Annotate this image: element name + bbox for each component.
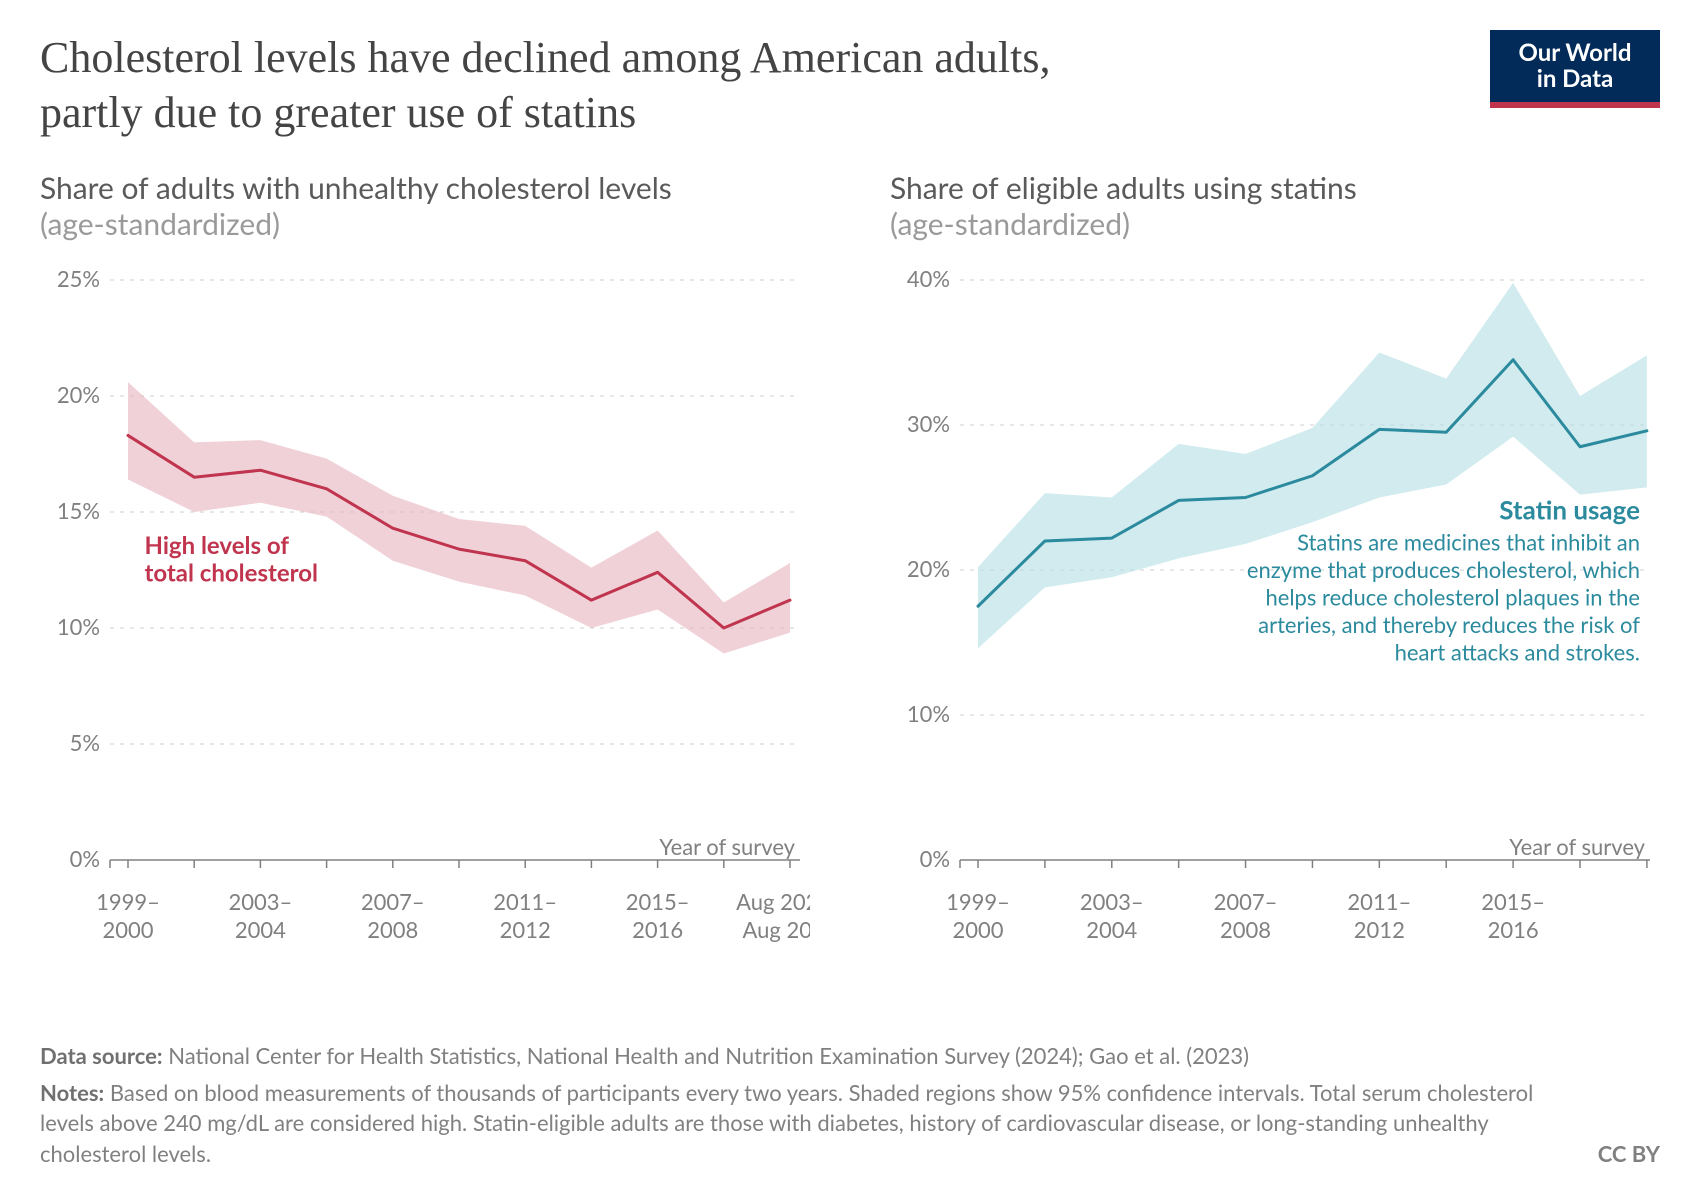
svg-text:helps reduce cholesterol plaqu: helps reduce cholesterol plaques in the bbox=[1265, 583, 1640, 610]
svg-text:2011–: 2011– bbox=[1347, 888, 1411, 915]
svg-text:2016: 2016 bbox=[632, 916, 683, 943]
svg-text:1999–: 1999– bbox=[946, 888, 1010, 915]
charts-row: Share of adults with unhealthy cholester… bbox=[40, 170, 1660, 984]
title-line1: Cholesterol levels have declined among A… bbox=[40, 33, 1050, 82]
svg-text:2004: 2004 bbox=[1086, 916, 1137, 943]
chart-right-subtitle: (age-standardized) bbox=[890, 206, 1660, 242]
chart-right-svg: 0% 10% 20% 30% 40% 1999–2000 2003–2004 2007–200… bbox=[890, 260, 1660, 980]
svg-text:enzyme that produces cholester: enzyme that produces cholesterol, which bbox=[1247, 556, 1640, 583]
svg-text:15%: 15% bbox=[57, 497, 100, 524]
svg-text:2007–: 2007– bbox=[1214, 888, 1278, 915]
svg-text:Year of survey: Year of survey bbox=[659, 833, 795, 860]
svg-text:2015–: 2015– bbox=[626, 888, 690, 915]
svg-text:2003–: 2003– bbox=[1080, 888, 1144, 915]
svg-text:20%: 20% bbox=[57, 381, 100, 408]
chart-right-block: Share of eligible adults using statins (… bbox=[890, 170, 1660, 984]
svg-text:10%: 10% bbox=[57, 613, 100, 640]
svg-text:25%: 25% bbox=[57, 265, 100, 292]
svg-text:40%: 40% bbox=[907, 265, 950, 292]
owid-logo: Our World in Data bbox=[1490, 30, 1660, 108]
svg-text:30%: 30% bbox=[907, 410, 950, 437]
svg-text:10%: 10% bbox=[907, 700, 950, 727]
svg-text:Aug 2021–: Aug 2021– bbox=[736, 888, 810, 915]
svg-text:1999–: 1999– bbox=[96, 888, 160, 915]
svg-text:2000: 2000 bbox=[952, 916, 1003, 943]
svg-text:2003–: 2003– bbox=[228, 888, 292, 915]
svg-text:High levels of: High levels of bbox=[145, 531, 290, 560]
logo-line2: in Data bbox=[1537, 64, 1614, 93]
svg-text:Statin usage: Statin usage bbox=[1499, 493, 1640, 525]
logo-line1: Our World bbox=[1519, 38, 1632, 67]
chart-left-svg: 0%5%10%15%20%25%1999–20002003–20042007–2… bbox=[40, 260, 810, 980]
svg-text:heart attacks and strokes.: heart attacks and strokes. bbox=[1395, 638, 1640, 665]
svg-text:5%: 5% bbox=[70, 729, 100, 756]
title-line2: partly due to greater use of statins bbox=[40, 88, 636, 137]
svg-text:Year of survey: Year of survey bbox=[1509, 833, 1645, 860]
svg-text:2012: 2012 bbox=[500, 916, 551, 943]
footer-notes: Based on blood measurements of thousands… bbox=[40, 1079, 1533, 1168]
svg-text:Aug 2023: Aug 2023 bbox=[743, 916, 811, 943]
footer: Data source: National Center for Health … bbox=[40, 1041, 1660, 1170]
svg-text:total cholesterol: total cholesterol bbox=[145, 558, 319, 587]
svg-text:2004: 2004 bbox=[235, 916, 286, 943]
svg-text:2016: 2016 bbox=[1488, 916, 1539, 943]
svg-text:2012: 2012 bbox=[1354, 916, 1405, 943]
footer-source: National Center for Health Statistics, N… bbox=[168, 1042, 1249, 1069]
svg-text:2008: 2008 bbox=[367, 916, 418, 943]
svg-text:2008: 2008 bbox=[1220, 916, 1271, 943]
chart-left-subtitle: (age-standardized) bbox=[40, 206, 810, 242]
svg-text:2007–: 2007– bbox=[361, 888, 425, 915]
svg-text:2011–: 2011– bbox=[493, 888, 557, 915]
svg-text:Statins are medicines that inh: Statins are medicines that inhibit an bbox=[1297, 528, 1640, 555]
svg-text:2000: 2000 bbox=[102, 916, 153, 943]
page-title: Cholesterol levels have declined among A… bbox=[40, 30, 1240, 140]
svg-text:2015–: 2015– bbox=[1481, 888, 1545, 915]
footer-notes-label: Notes: bbox=[40, 1079, 104, 1106]
svg-text:arteries, and thereby reduces: arteries, and thereby reduces the risk o… bbox=[1258, 611, 1640, 638]
footer-source-label: Data source: bbox=[40, 1042, 163, 1069]
svg-text:0%: 0% bbox=[920, 845, 950, 872]
chart-right-title: Share of eligible adults using statins bbox=[890, 170, 1660, 206]
chart-left-block: Share of adults with unhealthy cholester… bbox=[40, 170, 810, 984]
cc-by: CC BY bbox=[1598, 1139, 1660, 1170]
svg-text:20%: 20% bbox=[907, 555, 950, 582]
svg-text:0%: 0% bbox=[70, 845, 100, 872]
chart-left-title: Share of adults with unhealthy cholester… bbox=[40, 170, 810, 206]
